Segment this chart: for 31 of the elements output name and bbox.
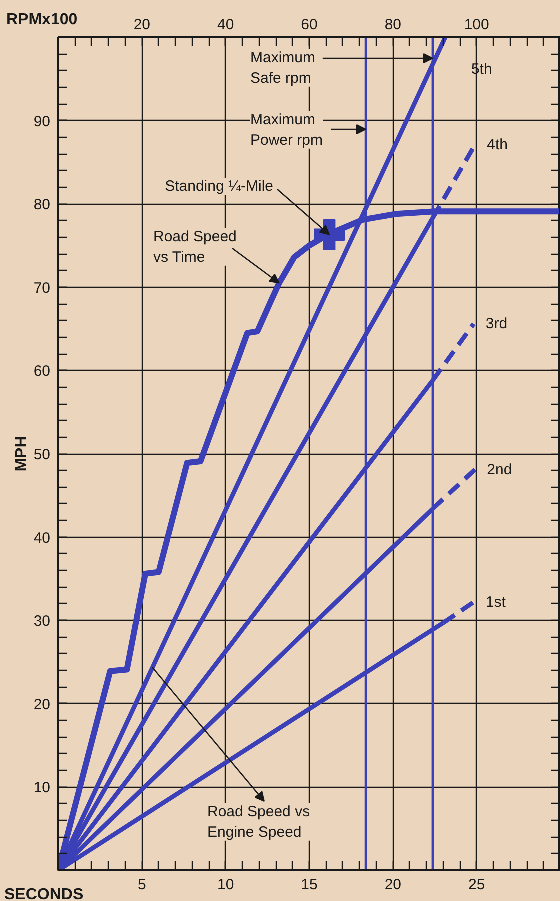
annotation: Standing ¼-Mile xyxy=(165,178,274,195)
x2-tick-label: 80 xyxy=(384,16,402,34)
x2-tick-label: 20 xyxy=(134,16,151,34)
x2-tick-label: 40 xyxy=(217,16,234,34)
x2-tick-label: 100 xyxy=(464,16,490,34)
y-tick-label: 60 xyxy=(34,363,51,380)
y-axis-title: MPH xyxy=(14,436,30,472)
x-tick-label: 15 xyxy=(301,876,318,894)
annotation: Road Speed vs Engine Speed xyxy=(208,804,310,841)
x-axis-title: SECONDS xyxy=(4,886,84,901)
y-tick-label: 30 xyxy=(34,613,51,630)
x-tick-label: 10 xyxy=(217,876,234,894)
y-tick-label: 90 xyxy=(34,113,51,130)
x2-axis-title: RPMx100 xyxy=(6,12,78,28)
series-label: 4th xyxy=(487,136,508,154)
y-tick-label: 80 xyxy=(34,196,51,214)
ref-line-label: Maximum Power rpm xyxy=(250,112,324,149)
y-tick-label: 10 xyxy=(34,780,51,797)
y-tick-label: 40 xyxy=(34,530,51,547)
x-tick-label: 5 xyxy=(138,876,146,894)
series-label: 1st xyxy=(486,594,507,611)
ref-line-label: Maximum Safe rpm xyxy=(250,50,316,87)
series-label: 3rd xyxy=(486,316,508,333)
series-label: 2nd xyxy=(487,461,512,478)
y-tick-label: 70 xyxy=(34,280,51,297)
y-tick-label: 20 xyxy=(34,696,51,714)
x-tick-label: 20 xyxy=(384,876,402,894)
x2-tick-label: 60 xyxy=(301,16,318,34)
annotation: Road Speed vs Time xyxy=(154,228,237,266)
x-tick-label: 25 xyxy=(468,876,486,894)
y-tick-label: 50 xyxy=(34,446,51,464)
